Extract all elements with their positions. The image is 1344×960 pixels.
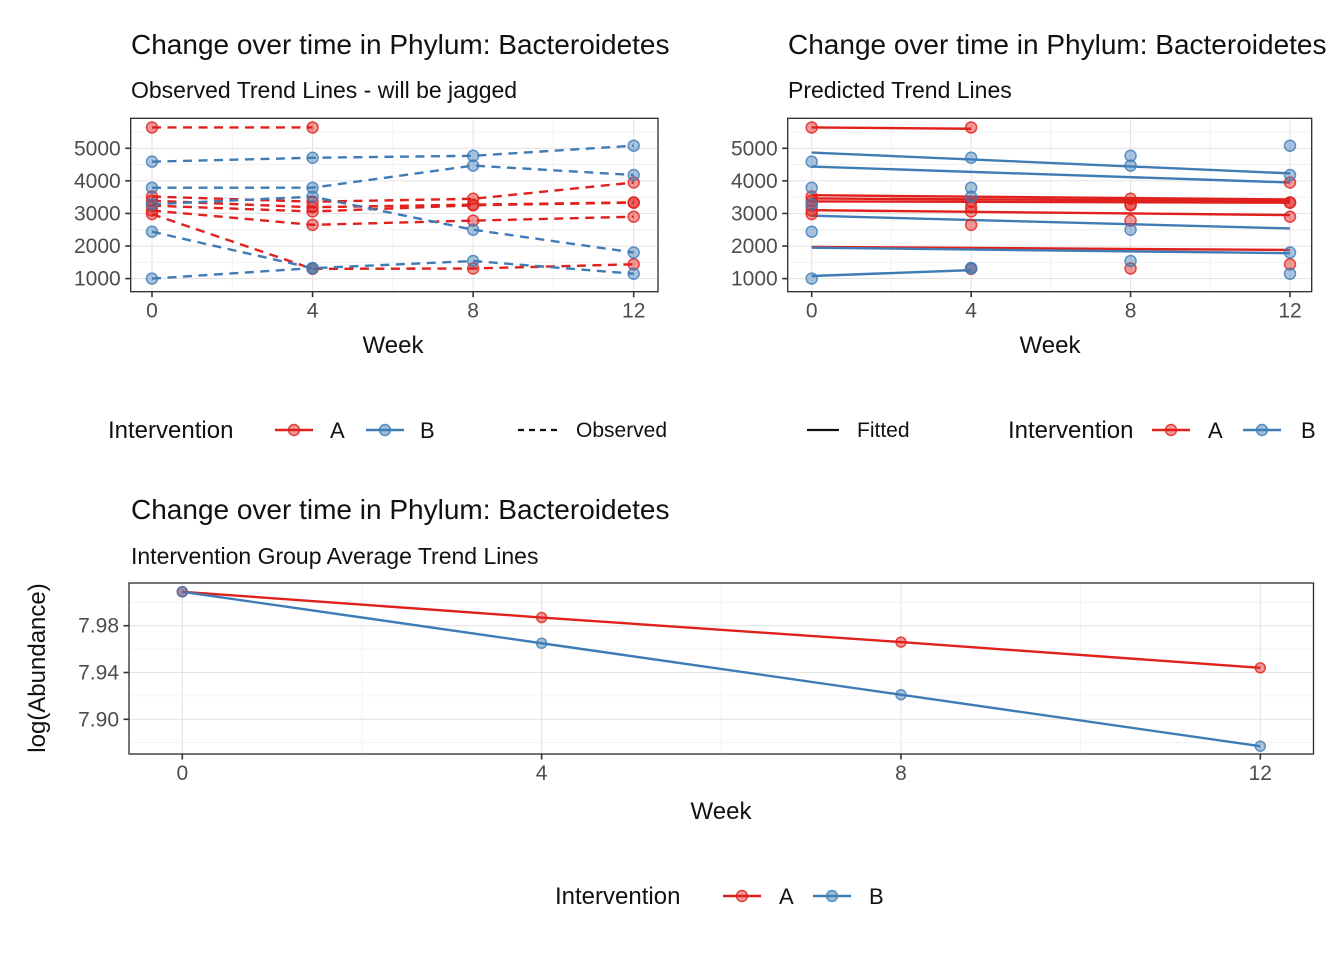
svg-text:1000: 1000 bbox=[731, 268, 778, 291]
solid-line-icon bbox=[807, 428, 839, 432]
svg-text:12: 12 bbox=[1249, 762, 1272, 785]
svg-text:0: 0 bbox=[806, 300, 818, 323]
legend-observed: Intervention A B Observed bbox=[0, 413, 672, 449]
chart3-x-axis-title: Week bbox=[690, 798, 752, 825]
svg-text:4: 4 bbox=[965, 300, 977, 323]
legend-key-b-icon bbox=[1243, 423, 1281, 437]
legend-right-item-b: B bbox=[1301, 418, 1316, 443]
svg-text:8: 8 bbox=[467, 300, 479, 323]
svg-text:4000: 4000 bbox=[74, 170, 121, 193]
chart1-subtitle: Observed Trend Lines - will be jagged bbox=[131, 77, 518, 103]
chart3-subtitle: Intervention Group Average Trend Lines bbox=[131, 543, 539, 569]
legend-left-title: Intervention bbox=[108, 417, 234, 444]
dashed-line-icon bbox=[518, 428, 560, 432]
legend-left-linetype-label: Observed bbox=[576, 419, 668, 442]
svg-text:8: 8 bbox=[1125, 300, 1137, 323]
legend-bottom-title: Intervention bbox=[555, 883, 681, 910]
svg-text:8: 8 bbox=[895, 762, 907, 785]
chart2-subtitle: Predicted Trend Lines bbox=[788, 77, 1012, 103]
svg-text:7.94: 7.94 bbox=[78, 662, 119, 685]
svg-text:4000: 4000 bbox=[731, 170, 778, 193]
legend-key-b-icon bbox=[366, 423, 404, 437]
chart3-y-axis-title: log(Abundance) bbox=[24, 583, 51, 753]
legend-key-a-icon bbox=[723, 889, 761, 903]
legend-bottom-item-b: B bbox=[869, 884, 884, 909]
legend-key-a-icon bbox=[275, 423, 313, 437]
svg-text:7.90: 7.90 bbox=[78, 708, 119, 731]
legend-left-item-b: B bbox=[420, 418, 435, 443]
legend-right-title: Intervention bbox=[1008, 417, 1134, 444]
svg-text:2000: 2000 bbox=[74, 235, 121, 258]
legend-bottom-item-a: A bbox=[779, 884, 794, 909]
legend-fitted: Fitted Intervention A B bbox=[672, 413, 1344, 449]
svg-text:1000: 1000 bbox=[74, 268, 121, 291]
legend-right-item-a: A bbox=[1208, 418, 1223, 443]
svg-text:4: 4 bbox=[307, 300, 319, 323]
chart1-title: Change over time in Phylum: Bacteroidete… bbox=[131, 29, 670, 60]
svg-text:7.98: 7.98 bbox=[78, 615, 119, 638]
chart-panel-2: 0 4 8 12 1000 2000 3000 4000 5000 bbox=[731, 117, 1313, 323]
svg-text:0: 0 bbox=[146, 300, 158, 323]
chart1-x-axis-title: Week bbox=[362, 332, 424, 359]
svg-text:0: 0 bbox=[176, 762, 188, 785]
svg-text:12: 12 bbox=[622, 300, 645, 323]
svg-text:4: 4 bbox=[536, 762, 548, 785]
chart-panel-1: 0 4 8 12 1000 2000 3000 4000 5000 bbox=[74, 117, 659, 323]
chart-panel-3: 0 4 8 12 7.90 7.94 7.98 bbox=[78, 582, 1315, 785]
legend-right-linetype-label: Fitted bbox=[857, 419, 910, 442]
svg-text:5000: 5000 bbox=[731, 137, 778, 160]
legend-key-b-icon bbox=[813, 889, 851, 903]
chart2-title: Change over time in Phylum: Bacteroidete… bbox=[788, 29, 1327, 60]
svg-text:12: 12 bbox=[1278, 300, 1301, 323]
legend-key-a-icon bbox=[1152, 423, 1190, 437]
svg-text:3000: 3000 bbox=[731, 202, 778, 225]
chart3-title: Change over time in Phylum: Bacteroidete… bbox=[131, 494, 670, 525]
svg-text:3000: 3000 bbox=[74, 202, 121, 225]
legend-left-item-a: A bbox=[330, 418, 345, 443]
svg-text:5000: 5000 bbox=[74, 137, 121, 160]
chart2-x-axis-title: Week bbox=[1019, 332, 1081, 359]
svg-text:2000: 2000 bbox=[731, 235, 778, 258]
legend-bottom: Intervention A B bbox=[0, 879, 1344, 915]
